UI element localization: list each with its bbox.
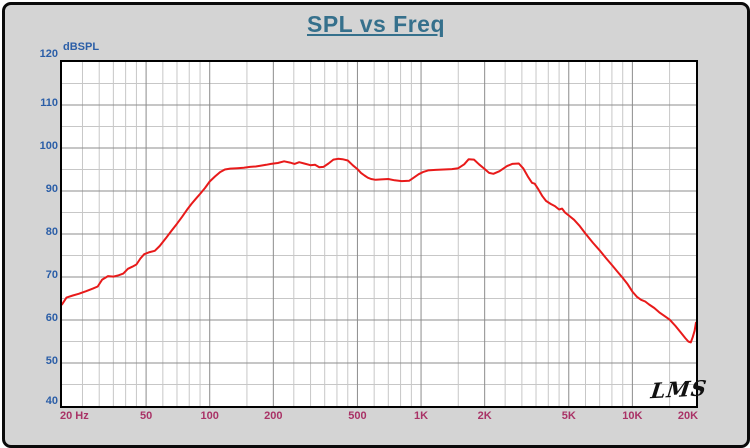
spl-curve xyxy=(62,157,696,344)
y-tick-label: 40 xyxy=(45,395,58,407)
y-tick-label: 60 xyxy=(45,312,58,324)
grid-and-curve-svg xyxy=(62,62,696,406)
x-tick-label: 1K xyxy=(414,410,429,422)
lms-logo: LMS xyxy=(649,375,709,404)
y-tick-label: 90 xyxy=(45,183,58,195)
x-tick-label: 50 xyxy=(139,410,153,422)
y-tick-label: 50 xyxy=(45,355,58,367)
x-tick-label: 20K xyxy=(677,410,699,422)
x-tick-label: 500 xyxy=(348,410,367,422)
x-tick-label: 200 xyxy=(264,410,283,422)
x-tick-label: 5K xyxy=(561,410,576,422)
x-tick-label: 100 xyxy=(200,410,219,422)
x-tick-label: 2K xyxy=(477,410,492,422)
y-tick-label: 80 xyxy=(45,226,58,238)
y-tick-label: 100 xyxy=(39,140,58,152)
chart-title: SPL vs Freq xyxy=(306,11,446,37)
x-tick-label: 10K xyxy=(622,410,643,422)
y-tick-label: 70 xyxy=(45,269,58,281)
plot-area xyxy=(60,60,698,408)
x-tick-label: 20 Hz xyxy=(60,410,89,422)
y-tick-label: 120 xyxy=(39,48,58,60)
y-tick-label: 110 xyxy=(40,97,58,109)
y-axis-unit-label: dBSPL xyxy=(63,41,100,53)
